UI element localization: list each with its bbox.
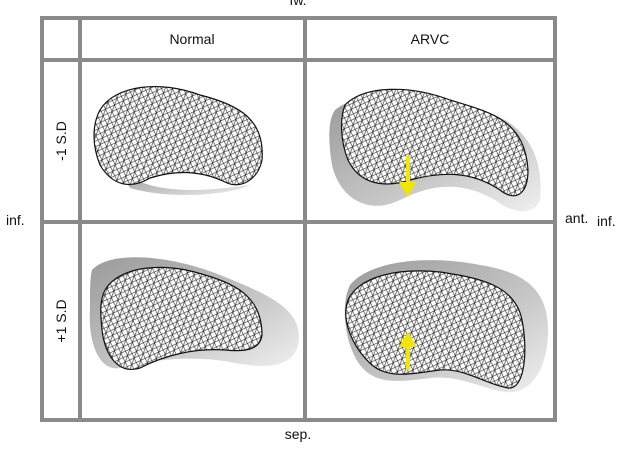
label-right: ant. [565,210,588,226]
label-bottom: sep. [285,426,311,442]
label-right: inf. [597,213,616,229]
row-header: +1 S.D [53,299,69,342]
row-header: -1 S.D [53,121,69,161]
mesh-image [94,87,262,195]
mesh-image [345,260,548,392]
mesh-image [90,257,299,369]
label-top: fw. [289,0,306,8]
figure: fw. sep. inf. ant. inf. Normal ARVC -1 S… [0,0,627,444]
column-header: ARVC [411,31,450,47]
mesh-image [329,89,540,211]
label-left: inf. [6,212,25,228]
column-header: Normal [169,31,214,47]
